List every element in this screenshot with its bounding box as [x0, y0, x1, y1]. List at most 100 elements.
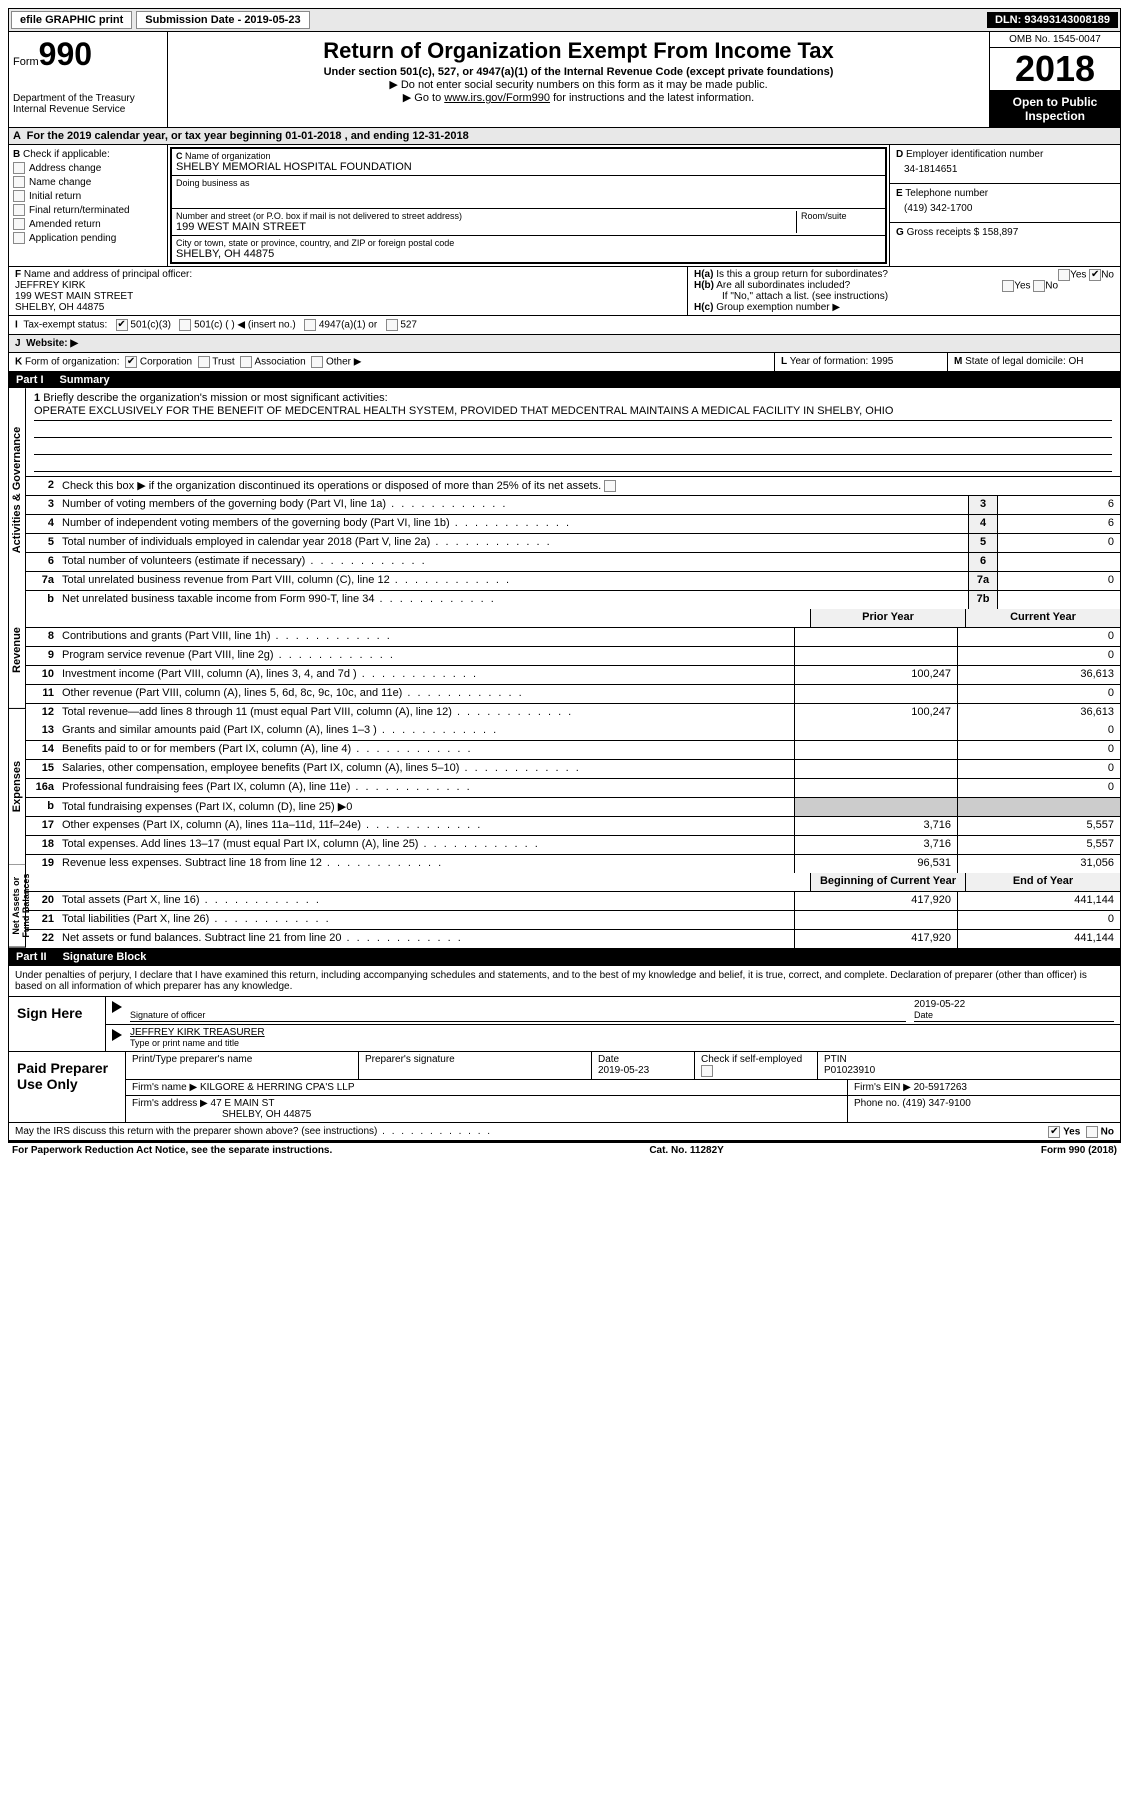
sig-declaration: Under penalties of perjury, I declare th…	[9, 966, 1120, 997]
footer-cat: Cat. No. 11282Y	[649, 1145, 723, 1156]
addr-value: 199 WEST MAIN STREET	[176, 221, 796, 233]
part1-header: Part I Summary	[8, 372, 1121, 388]
chk-hb-no[interactable]	[1033, 280, 1045, 292]
tax-year: 2018	[990, 48, 1120, 91]
chk-501c[interactable]	[179, 319, 191, 331]
chk-discuss-no[interactable]	[1086, 1126, 1098, 1138]
mission-text: OPERATE EXCLUSIVELY FOR THE BENEFIT OF M…	[34, 404, 1112, 421]
sign-here-label: Sign Here	[9, 997, 106, 1051]
hdr-current-year: Current Year	[965, 609, 1120, 627]
efile-print-button[interactable]: efile GRAPHIC print	[11, 11, 132, 29]
chk-ha-yes[interactable]	[1058, 269, 1070, 281]
gov-row: 7aTotal unrelated business revenue from …	[26, 572, 1120, 591]
form-number: Form990	[13, 36, 163, 73]
chk-trust[interactable]	[198, 356, 210, 368]
summary-body: 1 Briefly describe the organization's mi…	[26, 388, 1120, 948]
lbl-no2: No	[1045, 281, 1058, 292]
net-header-row: Beginning of Current Year End of Year	[26, 873, 1120, 892]
year-formation-val: 1995	[871, 356, 893, 367]
sig-officer-label: Signature of officer	[130, 1010, 205, 1020]
gov-row: 4Number of independent voting members of…	[26, 515, 1120, 534]
footer-form: Form 990 (2018)	[1041, 1145, 1117, 1156]
chk-assoc[interactable]	[240, 356, 252, 368]
org-name-label: Name of organization	[185, 151, 271, 161]
net-assets-row: 21Total liabilities (Part X, line 26)0	[26, 911, 1120, 930]
side-net-assets: Net Assets or Fund Balances	[9, 865, 26, 948]
expense-row: 16aProfessional fundraising fees (Part I…	[26, 779, 1120, 798]
domicile-val: OH	[1069, 356, 1084, 367]
expense-row: 19Revenue less expenses. Subtract line 1…	[26, 855, 1120, 873]
submission-date: Submission Date - 2019-05-23	[136, 11, 309, 29]
arrow-icon	[112, 1029, 122, 1041]
chk-application-pending[interactable]	[13, 232, 25, 244]
header-right: OMB No. 1545-0047 2018 Open to Public In…	[989, 32, 1120, 127]
chk-self-employed[interactable]	[701, 1065, 713, 1077]
firm-ein: 20-5917263	[914, 1082, 967, 1093]
revenue-row: 8Contributions and grants (Part VIII, li…	[26, 628, 1120, 647]
lbl-initial-return: Initial return	[29, 191, 81, 202]
tax-exempt-label: Tax-exempt status:	[23, 320, 107, 331]
row-j-website: J Website: ▶	[9, 334, 1120, 352]
chk-line2[interactable]	[604, 480, 616, 492]
officer-addr: 199 WEST MAIN STREET	[15, 291, 133, 302]
gov-row: 3Number of voting members of the governi…	[26, 496, 1120, 515]
chk-discuss-yes[interactable]	[1048, 1126, 1060, 1138]
lbl-yes2: Yes	[1014, 281, 1030, 292]
opt-4947: 4947(a)(1) or	[319, 320, 377, 331]
form-title: Return of Organization Exempt From Incom…	[176, 38, 981, 64]
form-org-label: Form of organization:	[25, 357, 120, 368]
firm-ein-label: Firm's EIN ▶	[854, 1082, 911, 1093]
opt-501c: 501(c) ( ) ◀ (insert no.)	[194, 320, 296, 331]
chk-ha-no[interactable]	[1089, 269, 1101, 281]
chk-final-return[interactable]	[13, 204, 25, 216]
chk-name-change[interactable]	[13, 176, 25, 188]
irs-link[interactable]: www.irs.gov/Form990	[444, 92, 550, 104]
lbl-yes: Yes	[1070, 270, 1086, 281]
expense-row: bTotal fundraising expenses (Part IX, co…	[26, 798, 1120, 817]
revenue-row: 12Total revenue—add lines 8 through 11 (…	[26, 704, 1120, 722]
ein-label: Employer identification number	[906, 149, 1043, 160]
col-c-org-info: C Name of organization SHELBY MEMORIAL H…	[168, 145, 889, 266]
opt-other: Other ▶	[326, 357, 361, 368]
chk-amended-return[interactable]	[13, 218, 25, 230]
signature-block: Under penalties of perjury, I declare th…	[8, 965, 1121, 1141]
chk-address-change[interactable]	[13, 162, 25, 174]
expense-row: 13Grants and similar amounts paid (Part …	[26, 722, 1120, 741]
opt-527: 527	[400, 320, 417, 331]
row-k-l-m: K Form of organization: Corporation Trus…	[9, 352, 1120, 371]
firm-phone: (419) 347-9100	[902, 1098, 970, 1109]
col-f-officer: F Name and address of principal officer:…	[9, 267, 688, 315]
row-a-tax-year: A For the 2019 calendar year, or tax yea…	[9, 128, 1120, 145]
goto-post: for instructions and the latest informat…	[550, 92, 754, 104]
sig-fields: Signature of officer 2019-05-22Date JEFF…	[106, 997, 1120, 1051]
section-a-g: A For the 2019 calendar year, or tax yea…	[8, 128, 1121, 372]
chk-initial-return[interactable]	[13, 190, 25, 202]
chk-4947[interactable]	[304, 319, 316, 331]
opt-trust: Trust	[212, 357, 234, 368]
opt-assoc: Association	[255, 357, 306, 368]
firm-addr-label: Firm's address ▶	[132, 1098, 208, 1109]
chk-other[interactable]	[311, 356, 323, 368]
firm-city: SHELBY, OH 44875	[132, 1109, 311, 1120]
chk-527[interactable]	[386, 319, 398, 331]
expense-row: 15Salaries, other compensation, employee…	[26, 760, 1120, 779]
gov-row: 6Total number of volunteers (estimate if…	[26, 553, 1120, 572]
opt-501c3: 501(c)(3)	[130, 320, 171, 331]
hdr-end-year: End of Year	[965, 873, 1120, 891]
lbl-discuss-no: No	[1101, 1127, 1114, 1138]
firm-addr: 47 E MAIN ST	[211, 1098, 275, 1109]
dln: DLN: 93493143008189	[987, 12, 1118, 28]
chk-corp[interactable]	[125, 356, 137, 368]
gov-row: 5Total number of individuals employed in…	[26, 534, 1120, 553]
prep-sig-hdr: Preparer's signature	[359, 1052, 592, 1079]
revenue-row: 9Program service revenue (Part VIII, lin…	[26, 647, 1120, 666]
preparer-label: Paid Preparer Use Only	[9, 1052, 126, 1122]
goto-note: ▶ Go to www.irs.gov/Form990 for instruct…	[176, 91, 981, 104]
gross-receipts-label: Gross receipts $	[907, 227, 980, 238]
chk-501c3[interactable]	[116, 319, 128, 331]
chk-hb-yes[interactable]	[1002, 280, 1014, 292]
expense-row: 17Other expenses (Part IX, column (A), l…	[26, 817, 1120, 836]
open-inspection: Open to Public Inspection	[990, 91, 1120, 127]
sig-name-label: Type or print name and title	[130, 1038, 239, 1048]
hb-label: Are all subordinates included?	[716, 280, 850, 291]
